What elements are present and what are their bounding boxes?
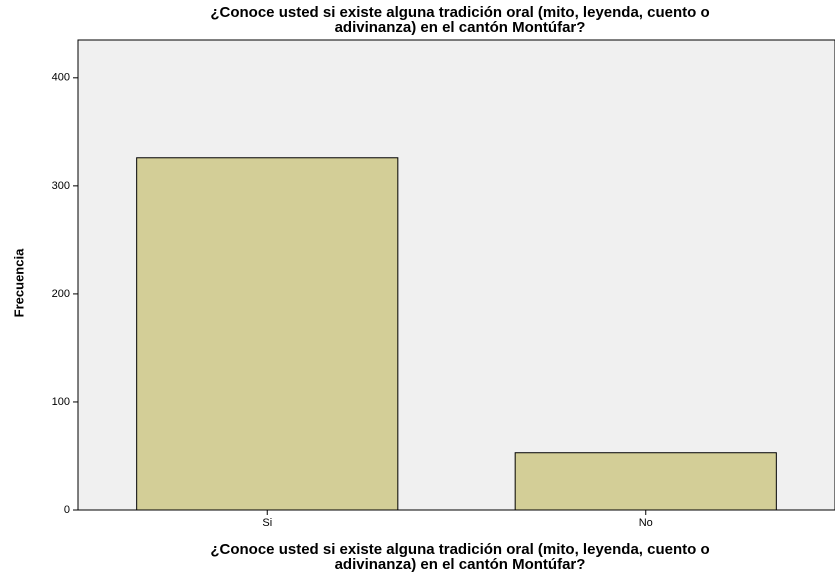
chart-title: adivinanza) en el cantón Montúfar?	[335, 19, 586, 36]
x-tick-label: No	[639, 517, 653, 529]
x-axis-label: ¿Conoce usted si existe alguna tradición…	[210, 541, 709, 558]
x-axis-label: adivinanza) en el cantón Montúfar?	[335, 556, 586, 573]
y-tick-label: 100	[52, 396, 70, 408]
y-tick-label: 0	[64, 504, 70, 516]
bar	[136, 157, 399, 511]
x-tick-label: Si	[262, 517, 272, 529]
y-axis-label: Frecuencia	[11, 248, 26, 317]
y-tick-label: 200	[52, 288, 70, 300]
y-tick-label: 300	[52, 180, 70, 192]
y-tick-label: 400	[52, 72, 70, 84]
bar	[514, 452, 777, 511]
chart-title: ¿Conoce usted si existe alguna tradición…	[210, 4, 709, 21]
